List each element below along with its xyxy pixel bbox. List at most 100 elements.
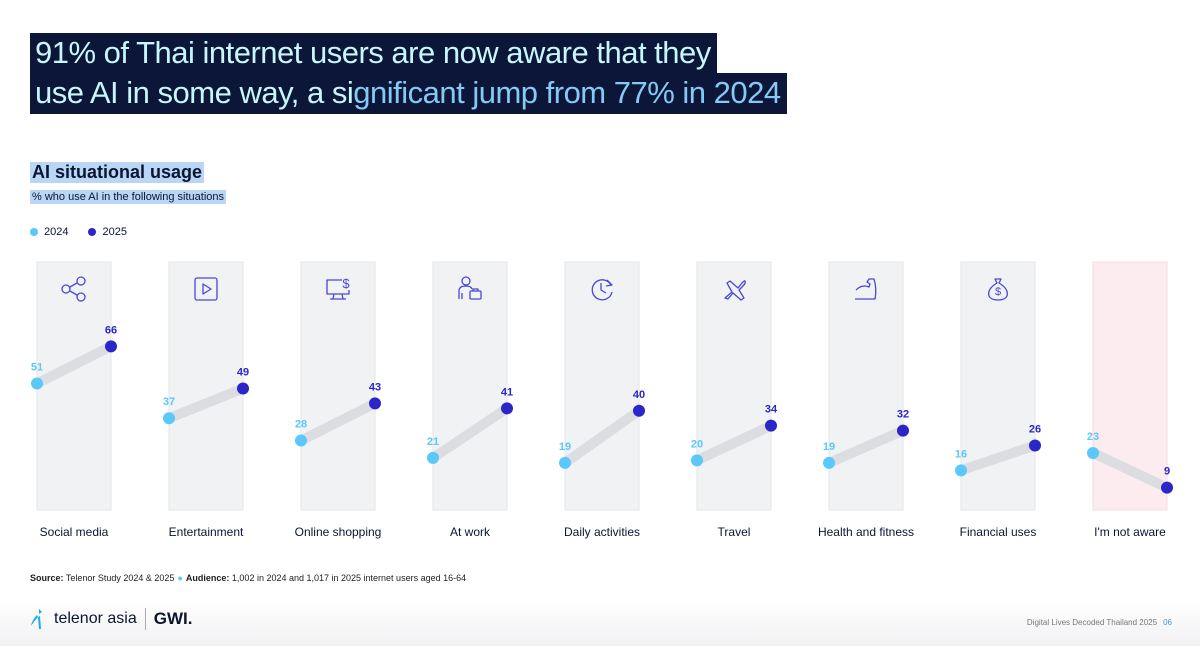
headline-line-2: use AI in some way, a significant jump f… bbox=[30, 73, 787, 114]
column-2 bbox=[300, 261, 376, 511]
legend-item-2024: 2024 bbox=[30, 226, 68, 238]
category-label: I'm not aware bbox=[1094, 525, 1166, 539]
headline-line-2b: gnificant jump from 77% in 2024 bbox=[353, 75, 781, 110]
data-label-2024: 37 bbox=[163, 396, 175, 408]
point-2025 bbox=[105, 340, 117, 353]
connector-line bbox=[692, 420, 776, 466]
category-label: Daily activities bbox=[564, 525, 640, 539]
data-label-2024: 20 bbox=[691, 438, 703, 450]
separator-dot: ● bbox=[177, 573, 183, 583]
clock-refresh-icon bbox=[591, 279, 613, 301]
data-label-2024: 51 bbox=[31, 362, 43, 374]
data-label-2025: 26 bbox=[1029, 424, 1041, 436]
data-label-2024: 23 bbox=[1087, 431, 1099, 443]
data-label-2025: 9 bbox=[1164, 466, 1170, 478]
category-label: Social media bbox=[40, 525, 109, 539]
headline-line-2a: use AI in some way, a si bbox=[35, 75, 354, 110]
data-label-2024: 16 bbox=[955, 448, 967, 460]
legend-label-2025: 2025 bbox=[102, 226, 127, 238]
connector-line bbox=[296, 398, 380, 446]
column-6 bbox=[828, 261, 904, 511]
point-2025 bbox=[501, 402, 513, 415]
data-label-2024: 19 bbox=[823, 441, 835, 453]
telenor-logo-icon bbox=[31, 609, 42, 629]
data-label-2025: 49 bbox=[237, 366, 249, 378]
svg-text:$: $ bbox=[342, 276, 350, 291]
document-title: Digital Lives Decoded Thailand 2025 bbox=[1026, 618, 1158, 627]
source-text: Telenor Study 2024 & 2025 bbox=[65, 573, 175, 583]
headline: 91% of Thai internet users are now aware… bbox=[30, 33, 787, 114]
category-label: Health and fitness bbox=[818, 525, 914, 539]
chart: 51 66 Social media 37 49 Entertainment $28 43 On… bbox=[31, 261, 1173, 539]
point-2024 bbox=[691, 454, 703, 467]
column-0 bbox=[36, 261, 112, 511]
data-label-2025: 32 bbox=[897, 409, 909, 421]
point-2024 bbox=[559, 456, 571, 469]
point-2025 bbox=[633, 404, 645, 417]
data-label-2025: 66 bbox=[105, 324, 117, 336]
column-7 bbox=[960, 261, 1036, 511]
column-1 bbox=[168, 261, 244, 511]
point-2024 bbox=[823, 456, 835, 469]
chart-subtitle: % who use AI in the following situations bbox=[30, 190, 227, 204]
point-2024 bbox=[295, 434, 307, 447]
data-label-2024: 28 bbox=[295, 419, 307, 431]
point-2024 bbox=[427, 451, 439, 464]
connector-line bbox=[1088, 447, 1172, 493]
category-label: Financial uses bbox=[960, 525, 1037, 539]
headline-line-1: 91% of Thai internet users are now aware… bbox=[30, 33, 717, 74]
point-2025 bbox=[1161, 481, 1173, 494]
point-2025 bbox=[897, 424, 909, 437]
source-label: Source: bbox=[30, 573, 64, 583]
column-5 bbox=[696, 261, 772, 511]
connector-line bbox=[956, 440, 1040, 476]
play-icon bbox=[194, 277, 218, 301]
connector-line bbox=[32, 341, 116, 389]
logos: telenor asia GWI. bbox=[30, 608, 192, 630]
legend-label-2024: 2024 bbox=[44, 226, 69, 238]
legend-item-2025: 2025 bbox=[88, 226, 127, 238]
connector-line bbox=[560, 405, 644, 468]
column-3 bbox=[432, 261, 508, 511]
footer: telenor asia GWI. Digital Lives Decoded … bbox=[0, 600, 1200, 646]
legend-dot-2025 bbox=[88, 228, 97, 236]
point-2025 bbox=[765, 419, 777, 432]
category-label: Travel bbox=[718, 525, 751, 539]
data-label-2025: 34 bbox=[765, 404, 778, 416]
point-2024 bbox=[1087, 446, 1099, 459]
point-2024 bbox=[955, 464, 967, 477]
gwi-logo: GWI. bbox=[153, 609, 193, 628]
category-label: Entertainment bbox=[169, 525, 244, 539]
data-label-2025: 40 bbox=[633, 389, 645, 401]
point-2025 bbox=[1029, 439, 1041, 452]
connector-line bbox=[164, 383, 248, 424]
audience-label: Audience: bbox=[185, 573, 230, 583]
logo-divider bbox=[144, 608, 146, 630]
data-label-2024: 21 bbox=[427, 436, 439, 448]
data-label-2025: 41 bbox=[501, 386, 513, 398]
connector-line bbox=[428, 403, 512, 463]
connector-line bbox=[824, 425, 908, 468]
svg-text:$: $ bbox=[995, 286, 1001, 298]
data-label-2025: 43 bbox=[369, 381, 381, 393]
category-label: Online shopping bbox=[295, 525, 382, 539]
point-2024 bbox=[31, 377, 43, 390]
data-label-2024: 19 bbox=[559, 441, 571, 453]
money-bag-icon: $ bbox=[988, 278, 1008, 301]
monitor-dollar-icon: $ bbox=[326, 276, 350, 300]
legend-dot-2024 bbox=[30, 228, 38, 236]
source-note: Source: Telenor Study 2024 & 2025 ● Audien… bbox=[30, 573, 466, 583]
page-footer: Digital Lives Decoded Thailand 2025 06 bbox=[1027, 618, 1172, 627]
flexed-arm-icon bbox=[855, 278, 877, 300]
point-2025 bbox=[237, 382, 249, 395]
share-icon bbox=[61, 276, 86, 302]
category-label: At work bbox=[450, 525, 491, 539]
point-2025 bbox=[369, 397, 381, 410]
point-2024 bbox=[163, 412, 175, 425]
chart-title: AI situational usage bbox=[30, 162, 205, 183]
person-briefcase-icon bbox=[458, 276, 482, 300]
legend: 2024 2025 bbox=[30, 226, 127, 238]
page-number: 06 bbox=[1163, 618, 1172, 627]
airplane-icon bbox=[724, 280, 746, 301]
audience-text: 1,002 in 2024 and 1,017 in 2025 internet… bbox=[231, 573, 467, 583]
